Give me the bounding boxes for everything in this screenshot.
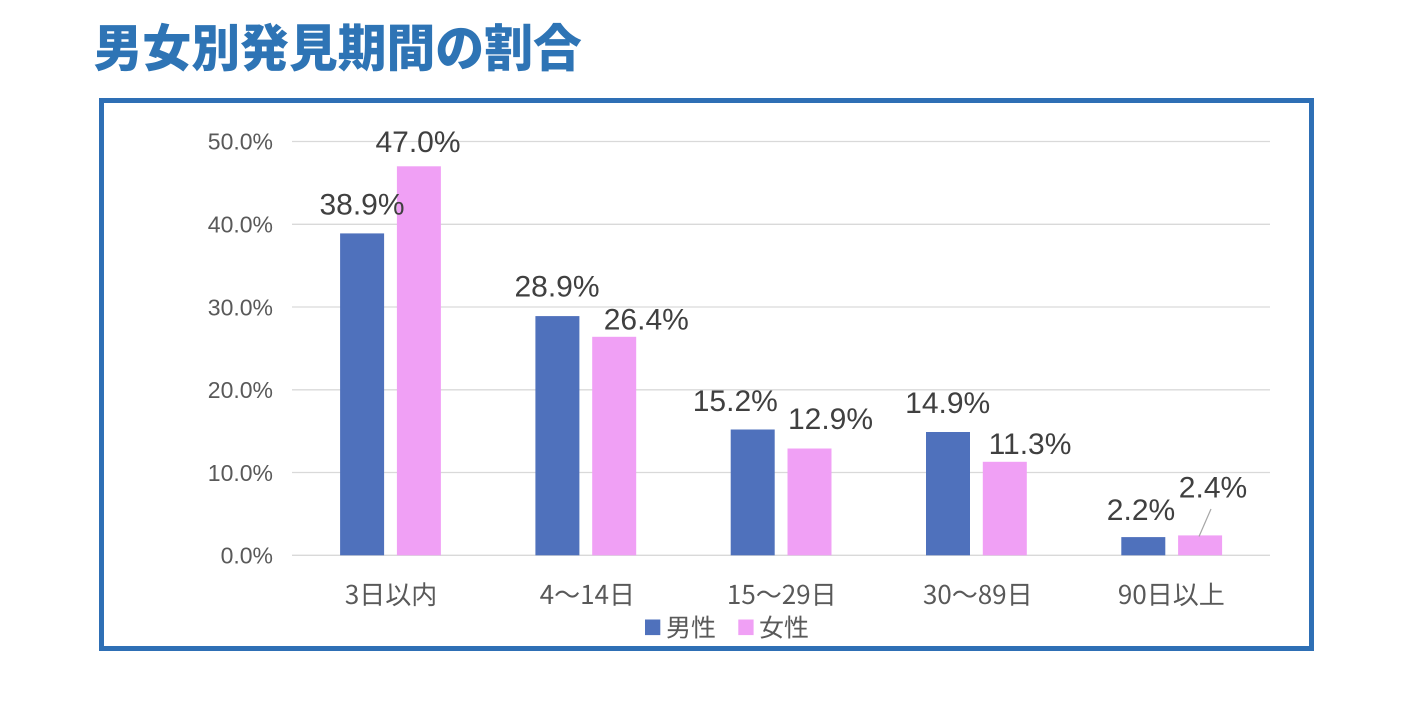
svg-text:12.9%: 12.9% [788, 403, 873, 436]
svg-text:10.0%: 10.0% [208, 460, 273, 486]
svg-text:38.9%: 38.9% [319, 188, 404, 221]
svg-text:15.2%: 15.2% [693, 385, 778, 418]
svg-text:30.0%: 30.0% [208, 294, 273, 320]
svg-text:26.4%: 26.4% [604, 303, 689, 336]
svg-text:28.9%: 28.9% [514, 270, 599, 303]
svg-text:14.9%: 14.9% [905, 387, 990, 420]
svg-text:20.0%: 20.0% [208, 377, 273, 403]
svg-text:2.4%: 2.4% [1179, 472, 1247, 505]
svg-text:40.0%: 40.0% [208, 212, 273, 238]
svg-text:11.3%: 11.3% [989, 428, 1072, 461]
svg-text:0.0%: 0.0% [221, 543, 273, 569]
svg-text:47.0%: 47.0% [375, 126, 460, 159]
svg-text:50.0%: 50.0% [208, 129, 273, 155]
svg-text:2.2%: 2.2% [1107, 494, 1175, 527]
